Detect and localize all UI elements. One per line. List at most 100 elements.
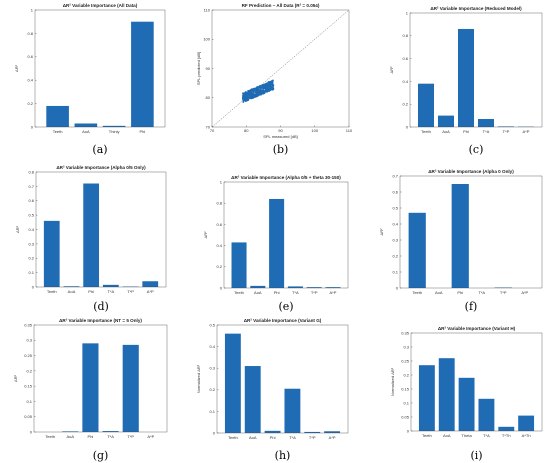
- bar-phi: [269, 198, 285, 288]
- scatter-point: [244, 96, 246, 99]
- y-tick-label: 0.4: [209, 344, 215, 349]
- x-tick-label: A*P: [523, 129, 530, 134]
- y-tick-label: 110: [204, 7, 211, 12]
- scatter-point: [256, 86, 259, 89]
- bar-txa: [287, 286, 303, 288]
- x-tick-label: T*P: [127, 434, 134, 439]
- x-tick-label: Theta: [461, 433, 472, 438]
- x-tick-label: T*P: [503, 129, 510, 134]
- x-tick-label: A*P: [147, 434, 154, 439]
- scatter-point: [256, 88, 259, 91]
- bar-phi: [264, 430, 281, 433]
- x-tick-label: AoA: [443, 433, 451, 438]
- y-tick-label: 0.5: [209, 322, 215, 327]
- scatter-point: [250, 88, 253, 91]
- x-tick-label: Phi: [88, 434, 94, 439]
- scatter-point: [253, 88, 256, 91]
- scatter-point: [242, 98, 245, 100]
- panel-b: RF Prediction – All Data (R² = 0.054) 70 8…: [196, 3, 353, 156]
- y-tick-label: 80: [206, 95, 211, 100]
- bar-txp: [122, 344, 139, 432]
- bar-txa: [102, 284, 119, 287]
- scatter-point: [260, 86, 262, 89]
- scatter-point: [247, 98, 250, 101]
- y-tick-label: 100: [203, 37, 210, 42]
- y-tick-label: 0.4: [392, 221, 398, 226]
- y-tick-label: 1: [406, 10, 409, 15]
- x-tick-label: Teeth: [422, 433, 432, 438]
- x-tick-label: 70: [210, 128, 215, 133]
- panel-caption: (e): [278, 300, 293, 313]
- scatter-point: [252, 90, 255, 93]
- bar-axp: [325, 287, 341, 288]
- y-tick-label: 0.8: [402, 33, 408, 38]
- scatter-point: [263, 87, 266, 89]
- panel-e: ΔR² Variable Importance (Alpha 0/5 + the…: [203, 175, 349, 313]
- y-tick-label: 0.25: [24, 353, 33, 358]
- x-tick-label: Teeth: [45, 434, 55, 439]
- bar-teeth: [43, 220, 60, 287]
- bar-phi: [83, 183, 100, 287]
- scatter-point: [256, 91, 259, 94]
- scatter-point: [271, 85, 273, 88]
- y-tick-label: 70: [206, 124, 211, 129]
- scatter-point: [269, 83, 271, 86]
- axes-box: [34, 9, 166, 128]
- panel-g: ΔR² Variable Importance (NT = 5 Only) 0 0.…: [13, 318, 168, 462]
- bar-phi: [131, 21, 154, 128]
- bar-teeth: [418, 83, 434, 127]
- axes-box: [216, 324, 349, 434]
- bar-phi: [451, 184, 469, 288]
- bar-aoa: [250, 285, 266, 288]
- y-tick-label: 0.8: [28, 169, 34, 174]
- scatter-point: [247, 95, 250, 98]
- bar-aoa: [74, 123, 98, 127]
- y-tick-label: 0.7: [392, 173, 398, 178]
- x-tick-label: 90: [278, 128, 283, 133]
- scatter-point: [265, 85, 268, 88]
- y-tick-label: 0.5: [28, 213, 34, 218]
- y-axis-label: Normalized ΔR²: [196, 364, 201, 393]
- scatter-point: [250, 90, 253, 93]
- x-tick-label: AoA: [442, 129, 450, 134]
- scatter-point: [249, 92, 252, 95]
- y-tick-label: 1: [220, 179, 223, 184]
- scatter-point: [263, 85, 266, 87]
- panel-caption: (g): [93, 449, 109, 462]
- scatter-point: [264, 90, 267, 93]
- x-tick-label: AoA: [435, 290, 443, 295]
- bar-phi: [82, 343, 99, 432]
- y-tick-label: 0.15: [24, 384, 33, 389]
- x-tick-label: AoA: [82, 129, 90, 134]
- panel-title: ΔR² Variable Importance (Reduced Model): [430, 6, 522, 11]
- y-tick-label: 0.3: [392, 237, 398, 242]
- x-tick-label: Phi: [274, 290, 280, 295]
- y-tick-label: 0.25: [401, 358, 410, 363]
- scatter-point: [246, 96, 248, 98]
- panel-caption: (i): [470, 449, 482, 462]
- panel-caption: (a): [92, 143, 107, 156]
- x-tick-label: AoA: [254, 290, 262, 295]
- y-tick-label: 0.35: [24, 322, 33, 327]
- panel-title: ΔR² Variable Importance (Alpha 0 Only): [428, 169, 514, 174]
- scatter-point: [255, 89, 257, 92]
- y-tick-label: 90: [206, 66, 211, 71]
- panel-caption: (b): [273, 143, 289, 156]
- bar-axp: [324, 431, 341, 433]
- axes-box: [35, 171, 167, 288]
- x-tick-label: Phi: [457, 290, 463, 295]
- y-tick-label: 0.4: [216, 243, 222, 248]
- panel-title: ΔR² Variable Importance (Alpha 0/5 + the…: [231, 175, 341, 180]
- panel-i: ΔR² Variable Importance (Variant H) 0 0.05…: [390, 326, 543, 462]
- y-tick-label: 0.6: [216, 222, 222, 227]
- bar-txp: [304, 431, 321, 433]
- y-tick-label: 0.4: [28, 227, 34, 232]
- bar-axth: [518, 415, 535, 431]
- bar-thiniy: [102, 125, 126, 127]
- scatter-point: [253, 94, 256, 97]
- y-tick-label: 0.1: [403, 400, 409, 405]
- scatter-point: [271, 83, 274, 85]
- panel-caption: (h): [275, 449, 291, 462]
- y-tick-label: 0.8: [27, 31, 33, 36]
- panel-c: ΔR² Variable Importance (Reduced Model) 0…: [389, 6, 543, 156]
